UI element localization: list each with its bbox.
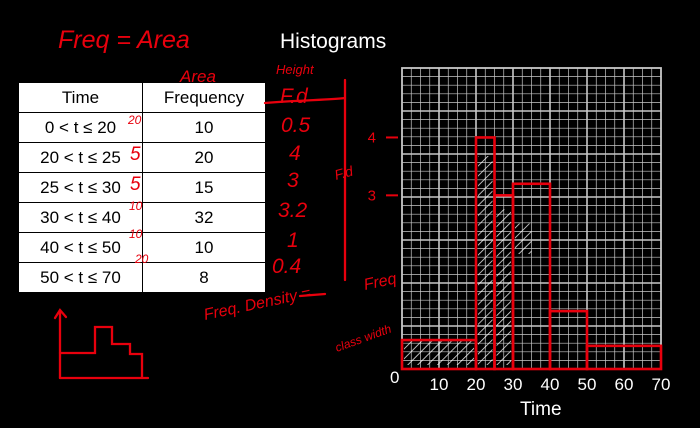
header-frequency: Frequency xyxy=(142,82,266,113)
table-header-row: Time Frequency xyxy=(18,82,266,113)
hatch-shading xyxy=(404,155,532,365)
hatch-region xyxy=(404,340,474,365)
class-width-note: 10 xyxy=(129,199,143,213)
histogram-chart: 0 10 20 30 40 50 60 70 34 Time xyxy=(368,67,670,420)
height-label: Height xyxy=(276,62,315,77)
fd-underline xyxy=(263,96,347,105)
fd-value: 3.2 xyxy=(278,199,308,222)
class-width-note: 5 xyxy=(130,174,141,195)
y-tick-label: 3 xyxy=(368,187,376,204)
y-tick-label: 4 xyxy=(368,129,376,146)
fd-value: 3 xyxy=(287,169,299,192)
frequency-cell: 10 xyxy=(142,112,266,143)
fd-value: 4 xyxy=(289,142,301,165)
x-tick-label: 70 xyxy=(652,375,671,394)
page-title: Histograms xyxy=(280,30,387,53)
sketch-histogram xyxy=(58,325,144,380)
table-row: 25 < t ≤ 30 15 xyxy=(18,172,266,203)
freq-equals-area-note: Freq = Area xyxy=(58,26,190,54)
time-cell: 25 < t ≤ 30 xyxy=(18,172,143,203)
formula-numerator: Freq xyxy=(362,270,398,293)
time-cell: 50 < t ≤ 70 xyxy=(18,262,143,293)
x-tick-label: 30 xyxy=(504,375,523,394)
fd-value: 0.5 xyxy=(281,114,311,137)
sketch-y-axis xyxy=(53,308,68,380)
time-cell: 30 < t ≤ 40 xyxy=(18,202,143,233)
time-cell: 20 < t ≤ 25 xyxy=(18,142,143,173)
x-tick-label: 60 xyxy=(615,375,634,394)
class-width-note: 20 xyxy=(134,252,149,266)
frequency-table: Time Frequency 0 < t ≤ 20 10 20 < t ≤ 25… xyxy=(18,82,266,293)
x-tick-label: 20 xyxy=(467,375,486,394)
hatch-region xyxy=(515,223,532,254)
fd-value: 0.4 xyxy=(272,255,301,278)
area-label: Area xyxy=(179,67,216,86)
x-tick-label: 50 xyxy=(578,375,597,394)
class-width-note: 10 xyxy=(129,227,143,241)
class-width-note: 5 xyxy=(130,144,141,165)
class-width-note: 20 xyxy=(127,113,142,127)
x-tick-label: 10 xyxy=(430,375,449,394)
x-axis-label: Time xyxy=(520,399,562,420)
time-cell: 40 < t ≤ 50 xyxy=(18,232,143,263)
table-row: 50 < t ≤ 70 8 xyxy=(18,262,266,293)
x-tick-labels: 0 10 20 30 40 50 60 70 xyxy=(390,368,670,394)
frequency-cell: 10 xyxy=(142,232,266,263)
fd-header: F.d xyxy=(280,85,309,108)
formula-label: Freq. Density = xyxy=(202,285,312,324)
table-row: 30 < t ≤ 40 32 xyxy=(18,202,266,233)
hatch-region xyxy=(478,155,493,365)
formula-fraction-line xyxy=(298,292,327,298)
x-tick-label: 0 xyxy=(390,368,399,387)
chart-grid xyxy=(401,67,662,370)
histogram-bar xyxy=(548,309,589,371)
table-row: 20 < t ≤ 25 20 xyxy=(18,142,266,173)
histogram-bars xyxy=(400,136,663,371)
formula-denominator: class width xyxy=(333,321,393,354)
histogram-bar xyxy=(511,182,552,371)
histogram-bar xyxy=(585,344,663,371)
hatch-region xyxy=(496,209,511,365)
fd-value: 1 xyxy=(287,229,299,252)
table-row: 40 < t ≤ 50 10 xyxy=(18,232,266,263)
frequency-cell: 8 xyxy=(142,262,266,293)
x-tick-label: 40 xyxy=(541,375,560,394)
y-tick-labels: 34 xyxy=(368,129,398,204)
frequency-cell: 20 xyxy=(142,142,266,173)
